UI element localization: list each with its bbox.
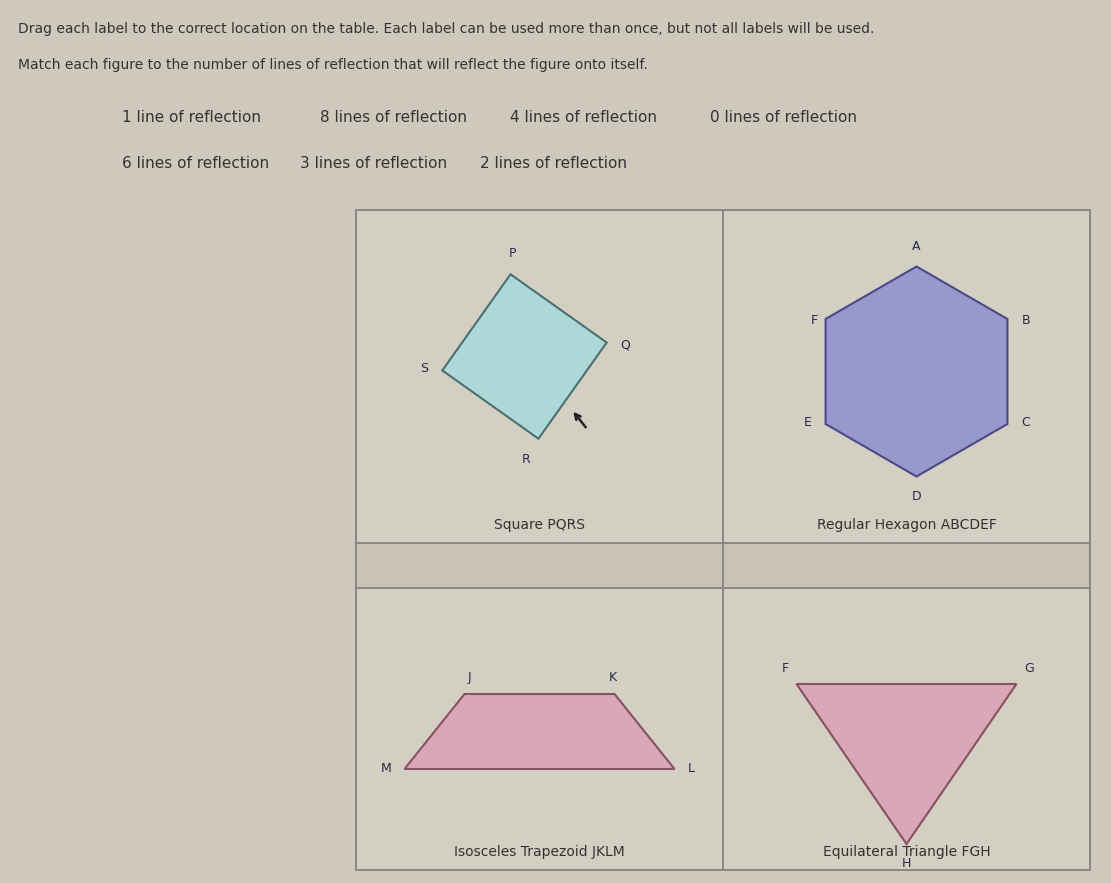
- Polygon shape: [404, 694, 674, 769]
- Polygon shape: [797, 684, 1017, 844]
- Text: 0 lines of reflection: 0 lines of reflection: [710, 110, 857, 125]
- Text: D: D: [912, 490, 921, 503]
- Bar: [356, 543, 723, 588]
- Text: K: K: [609, 671, 617, 684]
- Bar: [723, 543, 1090, 588]
- Text: 6 lines of reflection: 6 lines of reflection: [122, 155, 269, 170]
- Text: Regular Hexagon ABCDEF: Regular Hexagon ABCDEF: [817, 518, 997, 532]
- Text: F: F: [810, 314, 818, 328]
- Bar: [356, 588, 723, 870]
- Text: P: P: [509, 247, 517, 260]
- Text: B: B: [1021, 314, 1030, 328]
- Bar: [723, 588, 1090, 870]
- Text: 4 lines of reflection: 4 lines of reflection: [510, 110, 657, 125]
- Polygon shape: [825, 267, 1008, 477]
- Text: S: S: [420, 362, 429, 375]
- Bar: [723, 210, 1090, 543]
- Polygon shape: [442, 275, 607, 439]
- Text: Square PQRS: Square PQRS: [494, 518, 585, 532]
- Text: Isosceles Trapezoid JKLM: Isosceles Trapezoid JKLM: [454, 845, 624, 859]
- Text: G: G: [1024, 662, 1034, 675]
- Text: F: F: [781, 662, 789, 675]
- Text: Q: Q: [621, 338, 631, 351]
- Text: 8 lines of reflection: 8 lines of reflection: [320, 110, 467, 125]
- Text: L: L: [688, 763, 694, 775]
- Text: C: C: [1021, 416, 1030, 428]
- Text: J: J: [468, 671, 471, 684]
- Text: H: H: [902, 857, 911, 870]
- Text: R: R: [522, 453, 530, 465]
- Bar: [356, 210, 1090, 870]
- Text: 1 line of reflection: 1 line of reflection: [122, 110, 261, 125]
- Text: 3 lines of reflection: 3 lines of reflection: [300, 155, 447, 170]
- Bar: [356, 210, 723, 543]
- Text: E: E: [803, 416, 811, 428]
- Text: Equilateral Triangle FGH: Equilateral Triangle FGH: [822, 845, 990, 859]
- Text: Match each figure to the number of lines of reflection that will reflect the fig: Match each figure to the number of lines…: [18, 58, 648, 72]
- Text: M: M: [381, 763, 391, 775]
- Text: A: A: [912, 239, 921, 253]
- Text: Drag each label to the correct location on the table. Each label can be used mor: Drag each label to the correct location …: [18, 22, 874, 36]
- Text: 2 lines of reflection: 2 lines of reflection: [480, 155, 627, 170]
